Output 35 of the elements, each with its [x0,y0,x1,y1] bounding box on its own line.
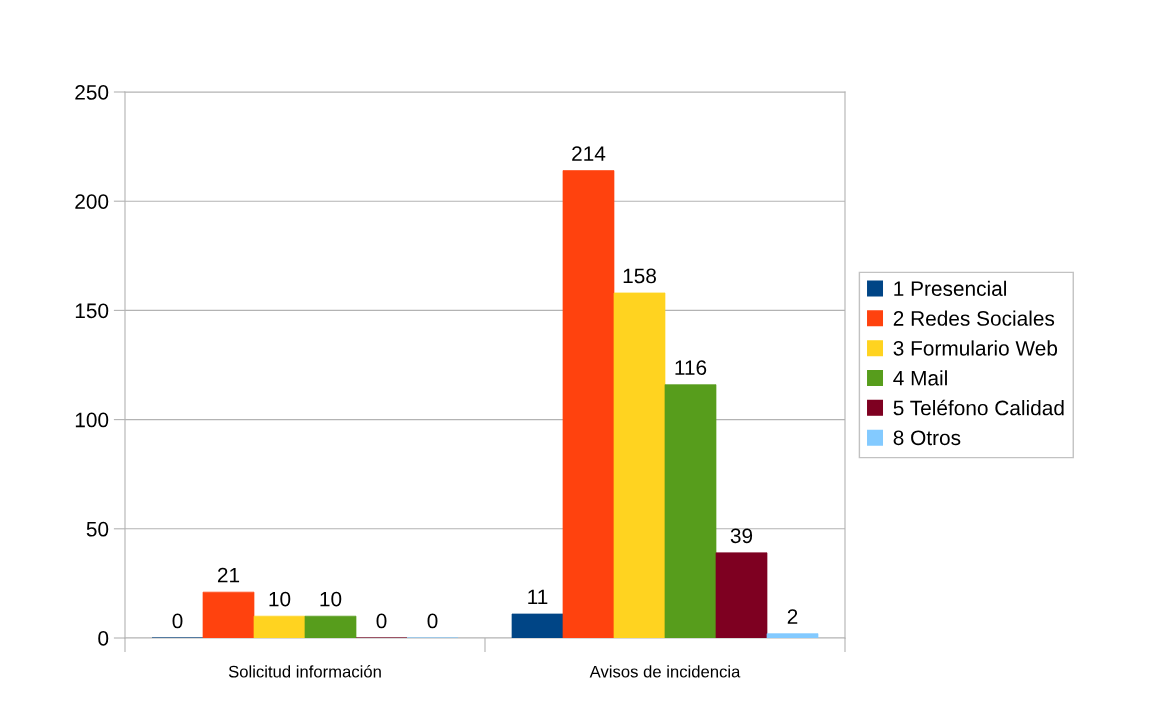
data-label: 158 [623,268,656,284]
bar [304,615,357,638]
bar [562,170,615,638]
data-label: 0 [172,613,183,629]
bar [664,384,717,638]
y-tick-label: 250 [75,85,109,100]
data-label: 214 [572,146,606,161]
data-label: 10 [320,591,342,607]
y-tick-label: 50 [86,521,109,537]
bar [253,615,306,638]
bar [202,591,255,638]
y-tick-label: 0 [98,631,109,646]
data-label: 116 [675,360,707,375]
data-label: 10 [269,591,291,607]
y-tick-label: 100 [75,412,109,428]
data-label: 0 [427,613,438,629]
legend-label: 2 Redes Sociales [893,310,1055,326]
bar [715,552,768,638]
x-tick-label: Avisos de incidencia [589,665,741,678]
data-label: 11 [528,589,548,605]
x-tick-label: Solicitud información [228,665,381,678]
legend-label: 3 Formulario Web [893,340,1058,356]
legend-label: 8 Otros [893,430,961,446]
data-label: 0 [376,613,387,629]
data-label: 2 [787,609,798,624]
bar [511,613,564,638]
data-label: 39 [730,528,753,544]
bar [766,633,819,638]
legend-label: 4 Mail [893,370,947,386]
legend-label: 1 Presencial [894,280,1006,296]
y-tick-label: 150 [75,303,109,319]
data-label: 21 [217,567,240,583]
y-tick-label: 200 [75,194,109,209]
legend-label: 5 Teléfono Calidad [893,399,1064,416]
bar [613,292,666,638]
